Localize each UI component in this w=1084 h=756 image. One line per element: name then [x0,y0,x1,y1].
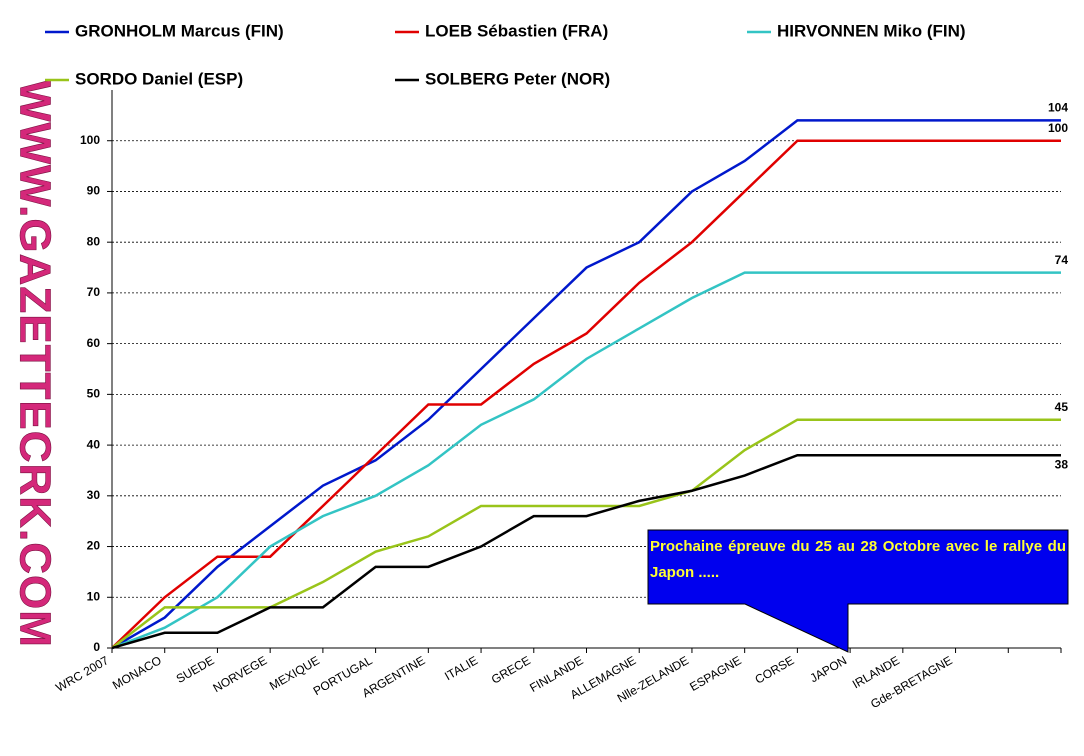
x-tick-label: NORVEGE [210,653,269,695]
y-tick-label: 100 [80,133,100,147]
series-line [111,453,1061,650]
callout [647,529,1069,653]
x-tick-label: JAPON [808,653,850,685]
series-line [111,119,1061,650]
y-tick-label: 80 [87,234,101,248]
y-tick-label: 40 [87,437,101,451]
legend-label: SOLBERG Peter (NOR) [425,69,610,88]
y-tick-label: 30 [87,488,101,502]
legend-label: GRONHOLM Marcus (FIN) [75,21,284,40]
series-line [111,139,1061,649]
watermark: WWW.GAZETTECRK.COM [10,80,59,648]
data-label: 45 [1055,400,1069,414]
x-tick-label: MONACO [110,653,164,692]
y-tick-label: 20 [87,539,101,553]
x-tick-label: ESPAGNE [687,653,743,694]
y-tick-label: 50 [87,387,101,401]
x-tick-label: SUEDE [174,653,217,686]
annotation-box: Prochaine épreuve du 25 au 28 Octobre av… [650,538,1066,581]
legend-label: HIRVONNEN Miko (FIN) [777,21,966,40]
data-label: 104 [1048,101,1068,115]
x-tick-label: CORSE [753,653,797,686]
y-tick-label: 0 [93,640,100,654]
data-label: 100 [1048,121,1068,135]
annotation-text: Prochaine épreuve du 25 au 28 Octobre av… [650,538,1066,581]
y-tick-label: 70 [87,285,101,299]
data-label: 38 [1055,457,1069,471]
series-line [111,271,1061,650]
x-tick-label: GRECE [489,653,533,686]
legend-label: SORDO Daniel (ESP) [75,69,243,88]
x-tick-label: WRC 2007 [53,653,111,695]
y-tick-label: 10 [87,589,101,603]
annotation: Prochaine épreuve du 25 au 28 Octobre av… [647,529,1069,653]
x-tick-label: ITALIE [442,653,480,683]
data-label: 74 [1055,253,1069,267]
legend-label: LOEB Sébastien (FRA) [425,21,608,40]
y-tick-label: 90 [87,184,101,198]
y-tick-label: 60 [87,336,101,350]
